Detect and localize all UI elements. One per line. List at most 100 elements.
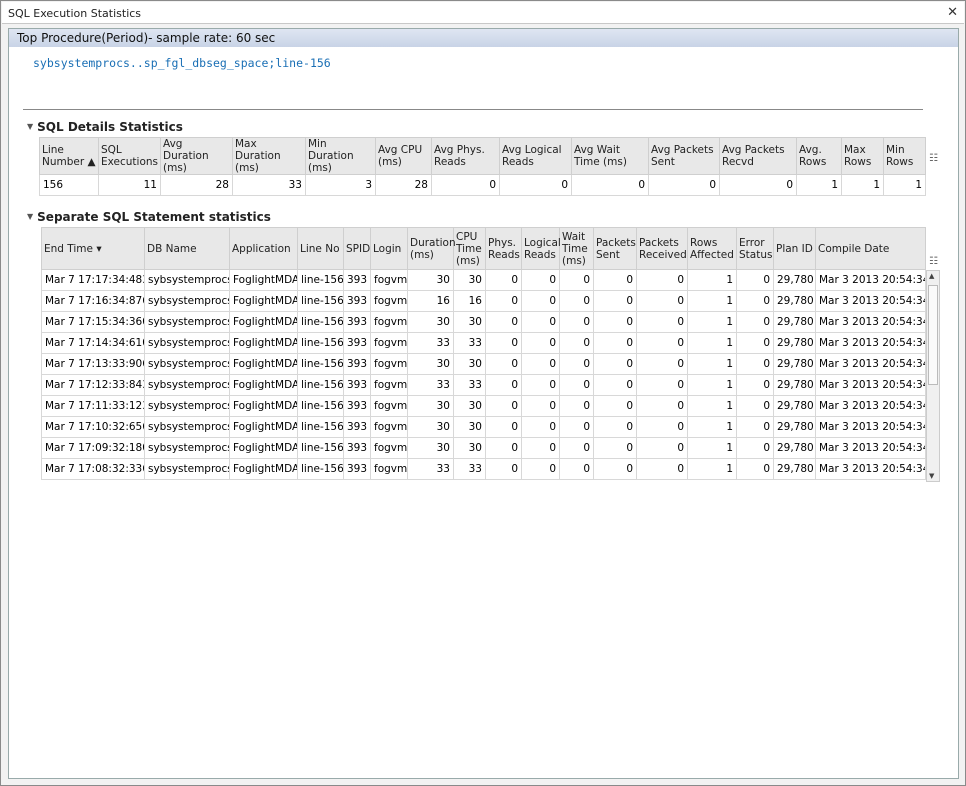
column-header[interactable]: Packets Received	[636, 227, 688, 270]
top-procedure-panel: Top Procedure(Period)- sample rate: 60 s…	[8, 28, 959, 779]
column-header[interactable]: End Time ▾	[41, 227, 145, 270]
column-header[interactable]: Application	[229, 227, 298, 270]
scroll-thumb[interactable]	[928, 285, 938, 385]
table-cell: FoglightMDA	[229, 332, 298, 354]
table-cell: FoglightMDA	[229, 416, 298, 438]
table-cell: FoglightMDA	[229, 458, 298, 480]
column-header[interactable]: SQL Executions	[98, 137, 161, 175]
table-row[interactable]: Mar 7 17:11:33:123 sybsystemprocs Foglight…	[41, 395, 926, 417]
table-cell: 393	[343, 458, 371, 480]
table-cell: line-156	[297, 437, 344, 459]
table-cell: line-156	[297, 269, 344, 291]
column-header[interactable]: Avg Logical Reads	[499, 137, 572, 175]
table-cell: 0	[719, 174, 797, 196]
table-row[interactable]: Mar 7 17:12:33:843 sybsystemprocs Foglight…	[41, 374, 926, 396]
vertical-scrollbar[interactable]: ▲ ▼	[926, 270, 940, 482]
table-cell: 0	[593, 311, 637, 333]
table-cell: 29,780	[773, 269, 816, 291]
column-header[interactable]: Avg Packets Recvd	[719, 137, 797, 175]
table-cell: 1	[687, 395, 737, 417]
table-cell: Mar 7 17:13:33:906	[41, 353, 145, 375]
column-header[interactable]: Phys. Reads	[485, 227, 522, 270]
column-header[interactable]: Error Status	[736, 227, 774, 270]
column-header[interactable]: SPID	[343, 227, 371, 270]
table-row[interactable]: Mar 7 17:15:34:360 sybsystemprocs Foglight…	[41, 311, 926, 333]
column-header[interactable]: Min Duration (ms)	[305, 137, 376, 175]
collapse-triangle-icon[interactable]: ▼	[27, 122, 34, 131]
statements-section-header[interactable]: ▼ Separate SQL Statement statistics	[27, 210, 271, 224]
column-header[interactable]: CPU Time (ms)	[453, 227, 486, 270]
scroll-down-icon[interactable]: ▼	[929, 472, 935, 480]
column-header[interactable]: Min Rows	[883, 137, 926, 175]
details-table: Line Number ▲ SQL Executions Avg Duration …	[39, 137, 926, 196]
table-cell: FoglightMDA	[229, 374, 298, 396]
table-cell: 0	[521, 458, 560, 480]
table-cell: 30	[453, 416, 486, 438]
table-cell: 0	[736, 374, 774, 396]
column-menu-icon[interactable]: ☷	[929, 153, 938, 164]
column-header[interactable]: Rows Affected	[687, 227, 737, 270]
table-cell: 0	[636, 353, 688, 375]
table-cell: 33	[453, 458, 486, 480]
column-header[interactable]: Avg Duration (ms)	[160, 137, 233, 175]
table-cell: 0	[593, 395, 637, 417]
table-row[interactable]: Mar 7 17:10:32:656 sybsystemprocs Foglight…	[41, 416, 926, 438]
column-header[interactable]: Avg CPU (ms)	[375, 137, 432, 175]
column-header[interactable]: Packets Sent	[593, 227, 637, 270]
details-section-title: SQL Details Statistics	[37, 120, 183, 134]
column-header[interactable]: Line Number ▲	[39, 137, 99, 175]
column-header[interactable]: Avg Wait Time (ms)	[571, 137, 649, 175]
column-header[interactable]: Wait Time (ms)	[559, 227, 594, 270]
table-row[interactable]: Mar 7 17:13:33:906 sybsystemprocs Foglight…	[41, 353, 926, 375]
table-cell: 33	[407, 458, 454, 480]
table-cell: 393	[343, 395, 371, 417]
table-cell: line-156	[297, 353, 344, 375]
table-cell: 0	[593, 458, 637, 480]
table-cell: 0	[736, 353, 774, 375]
table-cell: Mar 7 17:15:34:360	[41, 311, 145, 333]
table-cell: line-156	[297, 416, 344, 438]
column-header[interactable]: Max Duration (ms)	[232, 137, 306, 175]
table-cell: fogvm	[370, 458, 408, 480]
column-header[interactable]: Avg Packets Sent	[648, 137, 720, 175]
table-cell: 0	[559, 290, 594, 312]
column-menu-icon[interactable]: ☷	[929, 256, 938, 267]
table-cell: 29,780	[773, 290, 816, 312]
table-row[interactable]: Mar 7 17:08:32:336 sybsystemprocs Foglight…	[41, 458, 926, 480]
details-section-header[interactable]: ▼ SQL Details Statistics	[27, 120, 183, 134]
column-header[interactable]: Line No	[297, 227, 344, 270]
collapse-triangle-icon[interactable]: ▼	[27, 212, 34, 221]
table-cell: 16	[453, 290, 486, 312]
scroll-up-icon[interactable]: ▲	[929, 272, 935, 280]
table-row[interactable]: 156 11 28 33 3 28 0 0 0 0 0 1 1 1	[39, 174, 926, 196]
column-header[interactable]: Compile Date	[815, 227, 926, 270]
column-header[interactable]: Logical Reads	[521, 227, 561, 270]
column-header[interactable]: Login	[370, 227, 408, 270]
sql-name-link[interactable]: sybsystemprocs..sp_fgl_dbseg_space;line-…	[33, 56, 331, 70]
table-cell: 0	[485, 458, 522, 480]
table-cell: line-156	[297, 311, 344, 333]
table-cell: line-156	[297, 332, 344, 354]
table-row[interactable]: Mar 7 17:14:34:610 sybsystemprocs Foglight…	[41, 332, 926, 354]
column-header[interactable]: Avg Phys. Reads	[431, 137, 500, 175]
table-row[interactable]: Mar 7 17:17:34:483 sybsystemprocs Foglight…	[41, 269, 926, 291]
table-cell: 393	[343, 311, 371, 333]
statements-table: End Time ▾ DB Name Application Line No SPID L…	[41, 227, 926, 480]
table-cell: FoglightMDA	[229, 395, 298, 417]
table-cell: 0	[559, 458, 594, 480]
close-icon[interactable]: ✕	[947, 5, 958, 20]
table-cell: 1	[687, 311, 737, 333]
table-row[interactable]: Mar 7 17:09:32:180 sybsystemprocs Foglight…	[41, 437, 926, 459]
table-cell: sybsystemprocs	[144, 374, 230, 396]
table-cell: Mar 7 17:14:34:610	[41, 332, 145, 354]
table-cell: 0	[736, 332, 774, 354]
column-header[interactable]: Avg. Rows	[796, 137, 842, 175]
column-header[interactable]: Plan ID	[773, 227, 816, 270]
column-header[interactable]: DB Name	[144, 227, 230, 270]
table-cell: 0	[521, 416, 560, 438]
table-cell: 1	[883, 174, 926, 196]
column-header[interactable]: Max Rows	[841, 137, 884, 175]
column-header[interactable]: Duration (ms)	[407, 227, 456, 270]
table-row[interactable]: Mar 7 17:16:34:876 sybsystemprocs Foglight…	[41, 290, 926, 312]
table-cell: 0	[521, 290, 560, 312]
